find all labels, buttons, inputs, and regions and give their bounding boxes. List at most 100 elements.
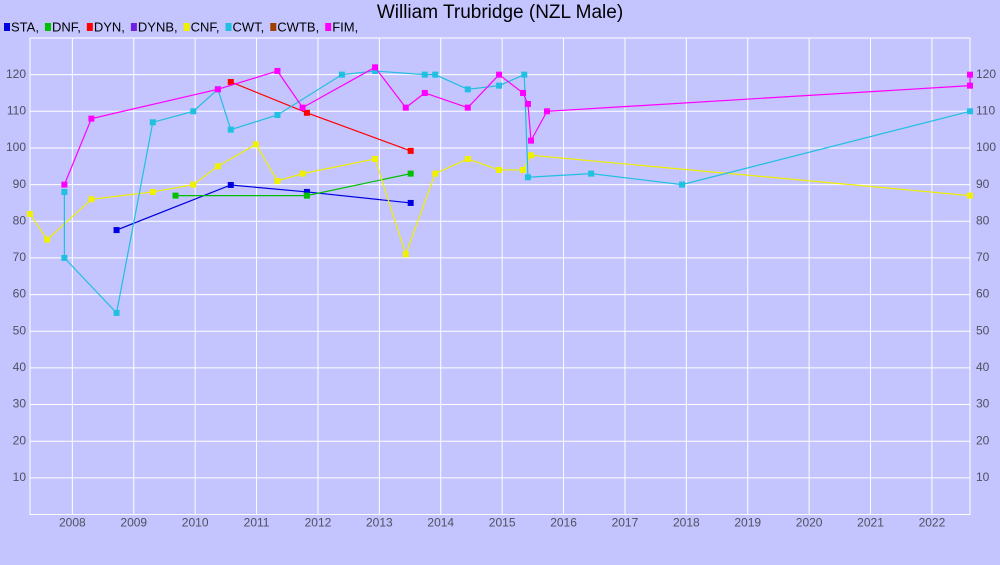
data-point bbox=[402, 104, 409, 111]
data-point bbox=[967, 82, 973, 89]
data-point bbox=[464, 104, 471, 111]
data-point bbox=[372, 155, 379, 162]
data-point bbox=[227, 181, 234, 188]
y-tick-label-right: 10 bbox=[976, 470, 990, 484]
y-tick-label-right: 70 bbox=[976, 250, 990, 264]
x-tick-label: 2008 bbox=[59, 516, 86, 530]
x-tick-label: 2020 bbox=[796, 516, 823, 530]
data-point bbox=[113, 309, 120, 316]
x-tick-label: 2017 bbox=[612, 516, 639, 530]
y-tick-label-right: 80 bbox=[976, 213, 990, 227]
data-point bbox=[496, 166, 503, 173]
data-point bbox=[407, 199, 414, 206]
legend-label: STA, bbox=[11, 19, 39, 34]
x-tick-label: 2016 bbox=[550, 516, 577, 530]
y-tick-label: 40 bbox=[13, 360, 27, 374]
data-point bbox=[372, 64, 379, 71]
x-tick-label: 2021 bbox=[857, 516, 884, 530]
series-line bbox=[116, 184, 411, 231]
data-point bbox=[190, 181, 197, 188]
data-point bbox=[113, 227, 120, 234]
y-tick-label-right: 60 bbox=[976, 287, 990, 301]
data-point bbox=[61, 254, 68, 261]
data-point bbox=[227, 78, 234, 85]
chart-title: William Trubridge (NZL Male) bbox=[377, 2, 623, 23]
y-tick-label: 20 bbox=[13, 433, 27, 447]
data-point bbox=[520, 89, 527, 96]
y-tick-label: 50 bbox=[13, 323, 27, 337]
legend-swatch bbox=[44, 23, 51, 31]
x-tick-label: 2010 bbox=[182, 516, 209, 530]
data-point bbox=[190, 108, 197, 115]
data-point bbox=[338, 71, 345, 78]
y-tick-label-right: 30 bbox=[976, 397, 990, 411]
data-point bbox=[967, 192, 973, 199]
legend-swatch bbox=[225, 23, 232, 31]
legend-label: CWT, bbox=[233, 19, 265, 34]
legend-swatch bbox=[4, 23, 10, 31]
data-point bbox=[27, 210, 33, 217]
data-point bbox=[521, 71, 528, 78]
data-point bbox=[303, 109, 310, 116]
y-tick-label-right: 20 bbox=[976, 433, 990, 447]
legend-label: CNF, bbox=[191, 19, 220, 34]
data-point bbox=[172, 192, 179, 199]
y-tick-label: 80 bbox=[13, 213, 27, 227]
y-tick-label-right: 110 bbox=[976, 103, 995, 117]
y-tick-label-right: 90 bbox=[976, 177, 990, 191]
series-line bbox=[230, 81, 411, 152]
x-tick-label: 2015 bbox=[489, 516, 516, 530]
data-point bbox=[496, 71, 503, 78]
x-tick-label: 2014 bbox=[427, 516, 454, 530]
legend-swatch bbox=[86, 23, 93, 31]
data-point bbox=[274, 111, 281, 118]
data-point bbox=[407, 147, 414, 154]
data-point bbox=[464, 86, 471, 93]
y-tick-label: 10 bbox=[13, 470, 27, 484]
y-tick-label: 30 bbox=[13, 397, 27, 411]
data-point bbox=[432, 71, 439, 78]
y-tick-label: 60 bbox=[13, 287, 27, 301]
y-tick-label-right: 100 bbox=[976, 140, 996, 154]
data-point bbox=[524, 100, 531, 107]
data-point bbox=[528, 152, 535, 159]
data-point bbox=[407, 170, 414, 177]
data-point bbox=[967, 71, 973, 78]
data-point bbox=[303, 192, 310, 199]
data-point bbox=[421, 71, 428, 78]
x-tick-label: 2022 bbox=[919, 516, 946, 530]
y-tick-label: 110 bbox=[7, 103, 26, 117]
data-point bbox=[524, 174, 531, 181]
legend-label: DYN, bbox=[94, 19, 125, 34]
legend-label: FIM, bbox=[332, 19, 358, 34]
y-tick-label: 70 bbox=[13, 250, 27, 264]
data-point bbox=[88, 196, 95, 203]
y-tick-label: 120 bbox=[6, 67, 26, 81]
data-point bbox=[496, 82, 503, 89]
data-point bbox=[528, 137, 535, 144]
legend-swatch bbox=[325, 23, 332, 31]
data-point bbox=[588, 170, 595, 177]
x-tick-label: 2009 bbox=[120, 516, 147, 530]
data-point bbox=[679, 181, 686, 188]
legend-label: DYNB, bbox=[138, 19, 178, 34]
data-point bbox=[464, 155, 471, 162]
y-tick-label: 90 bbox=[13, 177, 27, 191]
data-point bbox=[421, 89, 428, 96]
data-point bbox=[214, 86, 221, 93]
data-point bbox=[61, 181, 68, 188]
data-point bbox=[214, 163, 221, 170]
y-tick-label-right: 120 bbox=[976, 67, 996, 81]
y-tick-label: 100 bbox=[6, 140, 26, 154]
data-point bbox=[432, 170, 439, 177]
data-point bbox=[543, 108, 550, 115]
plot-frame bbox=[29, 37, 971, 515]
data-point bbox=[520, 166, 527, 173]
data-point bbox=[149, 188, 156, 195]
x-tick-label: 2011 bbox=[244, 516, 270, 530]
data-point bbox=[372, 67, 379, 74]
y-tick-label-right: 40 bbox=[976, 360, 990, 374]
data-point bbox=[967, 108, 973, 115]
data-point bbox=[227, 126, 234, 133]
